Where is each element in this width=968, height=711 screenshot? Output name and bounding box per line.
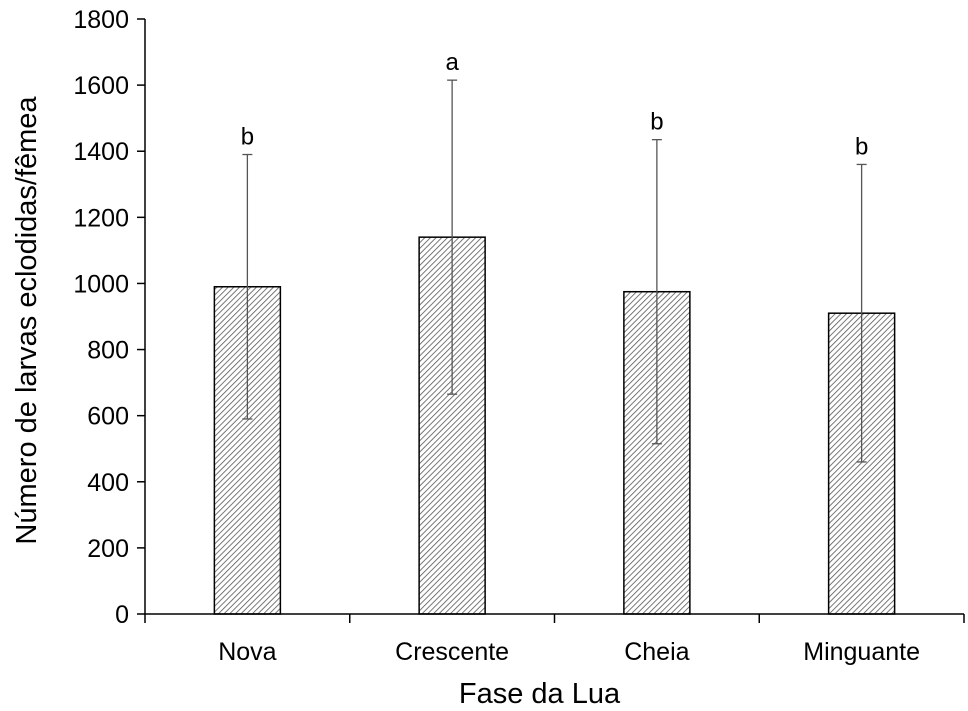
bars-layer: b a b b [213,49,896,615]
significance-letter: b [241,124,254,151]
x-category-label: Crescente [395,638,509,666]
y-tick-label: 800 [87,337,129,365]
y-tick-label: 1600 [73,72,129,100]
y-tick-label: 600 [87,403,129,431]
y-tick-label: 400 [87,469,129,497]
significance-letter: b [855,133,868,160]
x-category-label: Cheia [624,638,689,666]
ticks-layer: 0 200 400 600 800 1000 1200 1400 1600 1800 Nova Cre… [73,6,965,666]
significance-letter: b [650,109,663,136]
x-axis-title: Fase da Lua [459,678,621,710]
y-tick-label: 0 [115,601,129,629]
y-tick-label: 1400 [73,138,129,166]
y-tick-label: 200 [87,535,129,563]
significance-letter: a [445,49,459,76]
y-tick-label: 1200 [73,204,129,232]
y-tick-label: 1000 [73,270,129,298]
y-tick-label: 1800 [73,6,129,34]
x-category-label: Nova [218,638,276,666]
y-axis-title: Número de larvas eclodidas/fêmea [11,96,43,545]
x-category-label: Minguante [803,638,920,666]
